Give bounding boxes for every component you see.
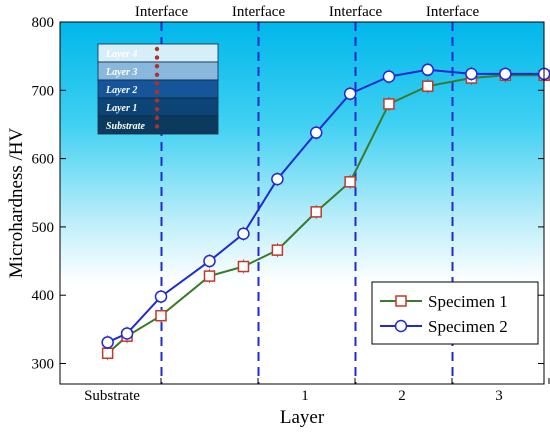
- data-point: [310, 206, 322, 218]
- data-point: [271, 172, 284, 186]
- y-tick-label: 500: [32, 220, 55, 236]
- inset-label: Layer 2: [105, 85, 137, 96]
- y-tick-label: 600: [32, 152, 55, 168]
- data-point: [101, 336, 114, 349]
- inset-indent-mark: [154, 115, 160, 121]
- interface-label: Interface: [426, 4, 480, 20]
- data-point: [154, 290, 168, 303]
- y-axis: 300 400 500 600 700 800: [32, 15, 544, 373]
- legend: Specimen 1 Specimen 2: [371, 281, 539, 345]
- inset-indent-mark: [154, 81, 160, 86]
- plot-frame: [59, 21, 545, 385]
- interface-label: Interface: [135, 4, 189, 20]
- data-point: [271, 244, 284, 256]
- interface-label: Interface: [329, 4, 383, 20]
- inset-indent-mark: [154, 107, 160, 112]
- inset-indent-mark: [154, 46, 160, 52]
- data-point: [203, 254, 216, 268]
- inset-label: Layer 1: [105, 103, 137, 114]
- inset-label: Layer 3: [105, 67, 137, 78]
- data-point: [309, 126, 323, 139]
- y-axis-title: Microhardness /HV: [6, 128, 27, 279]
- data-point: [383, 98, 395, 110]
- inset-indent-mark: [154, 89, 160, 95]
- data-point: [155, 309, 167, 322]
- data-point: [344, 176, 356, 188]
- data-point: [237, 260, 250, 273]
- y-tick-label: 300: [32, 357, 55, 373]
- data-point: [101, 347, 114, 360]
- inset-indent-mark: [154, 72, 160, 78]
- layer-inset: Layer 4 Layer 3 Layer 2 Layer 1 Substrate: [97, 43, 219, 135]
- data-point: [422, 80, 434, 92]
- x-tick-label: 1: [301, 388, 309, 404]
- inset-label: Layer 4: [105, 49, 137, 60]
- legend-label: Specimen 2: [428, 317, 508, 336]
- x-axis: Substrate1234: [84, 378, 550, 404]
- x-tick-label: 2: [398, 388, 406, 404]
- y-tick-label: 400: [32, 288, 55, 304]
- legend-box: [371, 281, 539, 345]
- inset-indent-mark: [154, 124, 160, 129]
- x-axis-title: Layer: [280, 407, 325, 428]
- legend-marker: [395, 295, 407, 307]
- y-tick-label: 800: [32, 15, 55, 31]
- data-point: [382, 70, 396, 83]
- inset-indent-mark: [154, 63, 160, 69]
- interface-labels: Interface Interface Interface Interface: [135, 4, 480, 20]
- data-point: [465, 67, 478, 81]
- data-point: [203, 270, 216, 282]
- y-tick-label: 700: [32, 83, 55, 99]
- data-point: [421, 63, 434, 77]
- x-tick-label: Substrate: [84, 388, 140, 404]
- legend-marker: [394, 319, 408, 333]
- x-tick-label: 3: [495, 388, 503, 404]
- inset-indent-mark: [154, 98, 160, 103]
- legend-label: Specimen 1: [428, 292, 508, 311]
- data-point: [237, 227, 250, 240]
- interface-label: Interface: [232, 4, 286, 20]
- data-point: [499, 67, 512, 81]
- data-point: [120, 327, 134, 340]
- data-point: [343, 87, 357, 100]
- inset-label: Substrate: [106, 121, 145, 132]
- inset-indent-mark: [154, 55, 160, 60]
